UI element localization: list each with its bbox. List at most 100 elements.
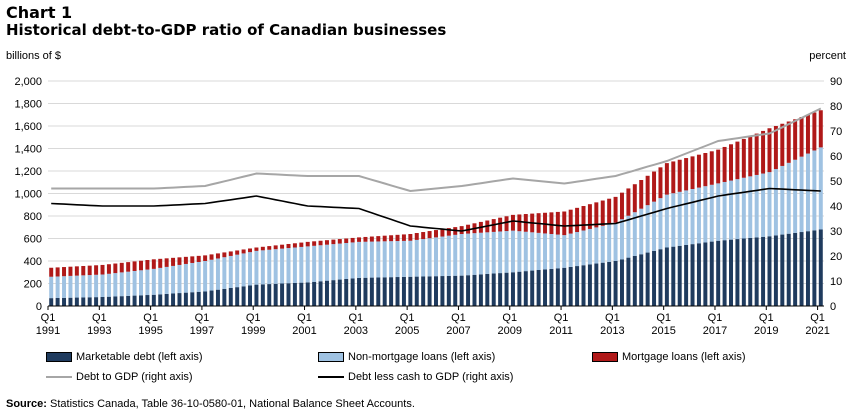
bar-marketable [446,275,451,306]
bar-marketable [145,295,150,306]
bar-mortgage [241,249,246,254]
bar-marketable [709,241,714,306]
bar-mortgage [414,233,419,240]
bar-mortgage [587,204,592,229]
bar-marketable [581,265,586,306]
legend-label-debt-less-cash: Debt less cash to GDP (right axis) [348,371,514,383]
bar-non-mortgage [222,257,227,289]
bar-mortgage [671,161,676,194]
bar-marketable [389,277,394,306]
bar-non-mortgage [491,231,496,274]
right-tick-label: 20 [830,251,842,263]
bar-non-mortgage [389,241,394,278]
legend-label-mortgage: Mortgage loans (left axis) [622,351,746,363]
bar-mortgage [389,235,394,242]
bar-marketable [761,236,766,306]
bar-marketable [434,276,438,306]
bar-mortgage [812,112,817,151]
bar-mortgage [652,171,657,202]
left-tick-label: 1,600 [14,121,42,133]
bar-mortgage [748,136,753,177]
bar-marketable [337,279,342,306]
bar-mortgage [709,151,714,185]
bar-non-mortgage [632,212,637,256]
bar-non-mortgage [427,238,432,277]
x-tick-year: 2019 [754,325,778,337]
bar-mortgage [440,229,445,237]
bar-non-mortgage [350,242,355,279]
bar-mortgage [171,257,176,266]
bar-marketable [177,293,182,306]
bar-non-mortgage [183,263,188,293]
bar-non-mortgage [119,272,124,297]
bar-marketable [203,291,208,306]
bar-non-mortgage [440,236,445,277]
bar-non-mortgage [664,194,669,248]
source-note: Source: Statistics Canada, Table 36-10-0… [6,398,415,410]
x-tick-year: 2003 [344,325,368,337]
bar-mortgage [299,242,304,247]
bar-mortgage [382,235,387,242]
bar-non-mortgage [619,219,624,260]
bar-marketable [215,289,220,306]
bar-mortgage [145,260,150,270]
bar-mortgage [55,267,60,277]
bar-marketable [183,292,188,306]
x-tick-year: 1993 [87,325,111,337]
bar-non-mortgage [312,245,317,282]
left-tick-label: 2,000 [14,76,42,88]
bar-marketable [536,270,541,306]
bar-non-mortgage [555,234,560,269]
legend-swatch-marketable [46,352,72,362]
x-tick-quarter: Q1 [297,312,312,324]
x-tick-quarter: Q1 [554,312,569,324]
left-tick-label: 600 [24,234,42,246]
bar-marketable [793,232,798,306]
bar-marketable [408,276,413,306]
bar-marketable [344,279,349,306]
bar-marketable [318,281,323,306]
bar-marketable [594,263,599,306]
bar-non-mortgage [459,234,464,276]
bar-marketable [671,246,676,306]
x-tick-quarter: Q1 [656,312,671,324]
bar-marketable [292,282,297,306]
x-tick-year: 2001 [292,325,316,337]
bar-non-mortgage [748,176,753,238]
bar-marketable [453,275,458,306]
x-tick-quarter: Q1 [348,312,363,324]
bar-non-mortgage [761,173,766,237]
bar-marketable [703,242,708,306]
bar-non-mortgage [113,273,118,297]
bar-non-mortgage [62,276,67,298]
bar-non-mortgage [190,262,195,293]
bar-marketable [517,271,522,306]
bar-mortgage [555,211,560,235]
bar-non-mortgage [716,183,721,241]
bar-non-mortgage [754,174,759,238]
bar-mortgage [600,200,605,226]
source-text: Statistics Canada, Table 36-10-0580-01, … [46,398,415,410]
bar-mortgage [427,231,432,239]
bar-non-mortgage [254,250,259,285]
bar-non-mortgage [594,227,599,264]
bar-non-mortgage [568,233,573,267]
bar-non-mortgage [139,270,143,296]
bar-mortgage [235,250,240,255]
bar-mortgage [562,211,567,236]
bar-mortgage [722,146,727,182]
bar-marketable [664,247,669,306]
bar-marketable [376,277,381,306]
line-debt-less-cash [51,187,821,232]
x-tick-quarter: Q1 [759,312,774,324]
legend-debt-less-cash: Debt less cash to GDP (right axis) [318,371,513,383]
legend-swatch-debt-to-gdp [46,376,72,378]
legend-label-non-mortgage: Non-mortgage loans (left axis) [348,351,496,363]
bar-mortgage [729,144,733,181]
bar-mortgage [106,264,111,274]
bar-marketable [158,294,163,306]
bar-mortgage [113,263,118,274]
x-tick-year: 2009 [498,325,522,337]
bar-marketable [369,277,374,306]
x-tick-year: 1997 [190,325,214,337]
